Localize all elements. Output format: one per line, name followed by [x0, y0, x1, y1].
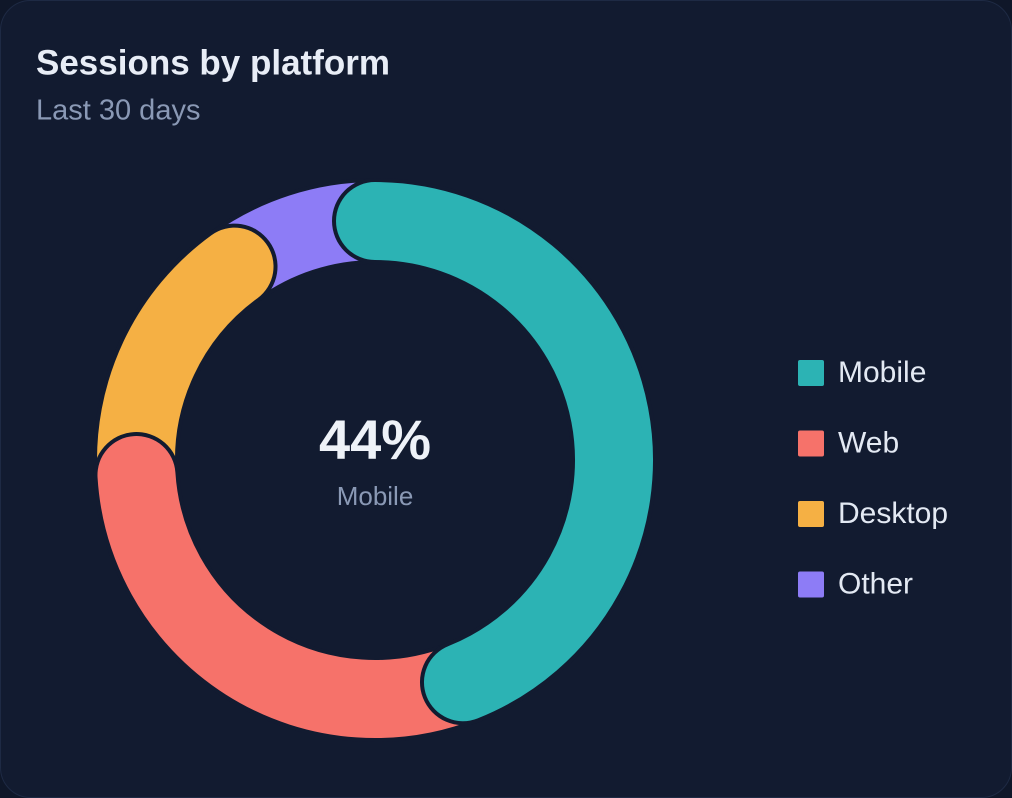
segment: [97, 436, 502, 738]
legend-label: Mobile: [838, 356, 926, 389]
chart-title: Sessions by platform: [36, 43, 390, 82]
center-value: 44%: [319, 408, 431, 471]
legend-label: Web: [838, 426, 899, 459]
chart-subtitle: Last 30 days: [36, 95, 200, 127]
segment: [336, 182, 653, 722]
legend-swatch: [798, 360, 824, 386]
center-label: Mobile: [337, 481, 414, 511]
donut: [93, 178, 657, 742]
legend-label: Desktop: [838, 497, 948, 530]
legend-label: Other: [838, 567, 913, 600]
legend: Mobile Web Desktop Other: [798, 356, 948, 600]
legend-swatch: [798, 571, 824, 598]
legend-swatch: [798, 501, 824, 527]
legend-swatch: [798, 430, 824, 457]
